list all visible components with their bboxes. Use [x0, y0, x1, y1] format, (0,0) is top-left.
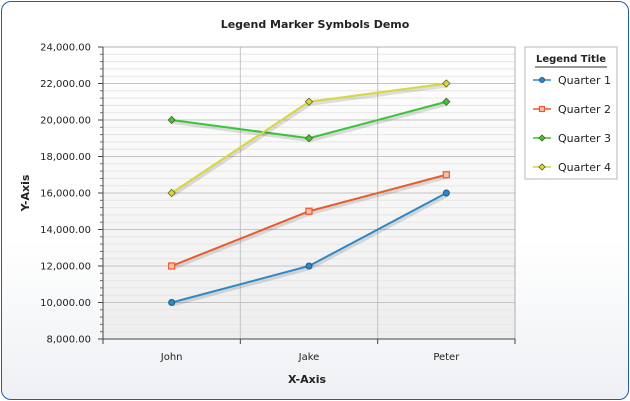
y-tick-label: 10,000.00	[40, 298, 91, 309]
plot-area: 8,000.00 10,000.00 12,000.00 14,000.00 16,00…	[40, 43, 516, 363]
chart-title: Legend Marker Symbols Demo	[221, 18, 410, 31]
y-tick-label: 14,000.00	[40, 225, 91, 236]
series-quarter-3	[167, 97, 451, 143]
data-point	[442, 189, 450, 197]
legend: Legend Title Quarter 1 Quarter 2 Quarter 3 Q…	[524, 46, 618, 180]
data-point	[168, 262, 176, 270]
x-tick-label: John	[160, 352, 183, 363]
legend-marker	[538, 105, 546, 113]
y-axis-title: Y-Axis	[19, 174, 32, 212]
legend-item-quarter-1: Quarter 1	[533, 74, 611, 87]
data-point	[167, 188, 176, 198]
y-tick-label: 16,000.00	[40, 189, 91, 200]
legend-marker	[538, 163, 546, 171]
y-tick-label: 12,000.00	[40, 262, 91, 273]
legend-marker	[539, 77, 545, 83]
data-point	[305, 262, 313, 270]
legend-item-quarter-3: Quarter 3	[533, 132, 611, 145]
y-tick-label: 18,000.00	[40, 152, 91, 163]
data-point	[304, 134, 314, 143]
data-point	[168, 299, 176, 306]
data-point	[442, 171, 450, 179]
data-point	[442, 79, 451, 88]
legend-label: Quarter 1	[558, 74, 611, 87]
y-tick-label: 22,000.00	[40, 79, 91, 90]
y-tick-label: 20,000.00	[40, 116, 91, 127]
series-quarter-1	[168, 189, 450, 307]
data-point	[442, 97, 451, 106]
legend-title: Legend Title	[536, 54, 606, 65]
legend-item-quarter-4: Quarter 4	[533, 161, 611, 174]
y-tick-label: 24,000.00	[40, 43, 91, 54]
legend-item-quarter-2: Quarter 2	[533, 103, 611, 116]
data-point	[167, 115, 176, 125]
x-tick-label: Peter	[433, 352, 460, 363]
legend-box	[524, 46, 618, 180]
data-point	[305, 207, 313, 215]
legend-label: Quarter 2	[558, 103, 611, 116]
series-quarter-2	[168, 171, 450, 270]
x-axis-title: X-Axis	[288, 373, 327, 386]
legend-marker	[538, 134, 546, 142]
data-point	[304, 97, 314, 106]
legend-label: Quarter 3	[558, 132, 611, 145]
y-tick-label: 8,000.00	[46, 335, 91, 346]
x-tick-label: Jake	[298, 352, 320, 363]
series-quarter-4	[167, 79, 451, 198]
legend-label: Quarter 4	[558, 161, 611, 174]
